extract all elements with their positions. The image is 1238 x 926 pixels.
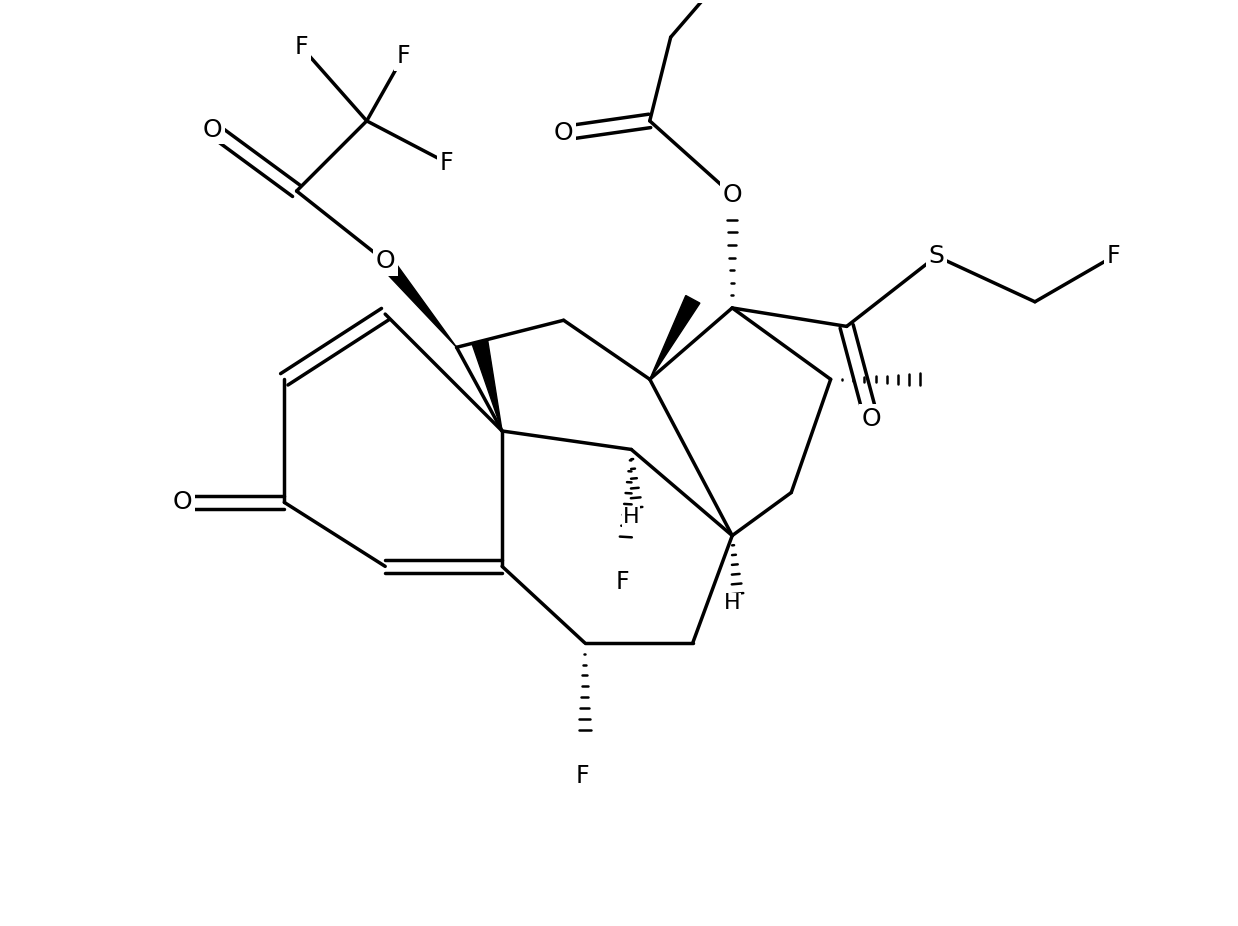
Polygon shape	[650, 295, 699, 380]
Text: F: F	[576, 764, 589, 787]
Text: O: O	[172, 491, 192, 514]
Text: F: F	[439, 151, 453, 175]
Text: S: S	[928, 244, 945, 269]
Text: O: O	[862, 407, 881, 431]
Text: F: F	[397, 44, 411, 68]
Polygon shape	[380, 257, 457, 347]
Text: F: F	[295, 35, 308, 59]
Polygon shape	[472, 341, 503, 431]
Text: O: O	[375, 249, 395, 273]
Text: F: F	[615, 570, 629, 594]
Text: H: H	[724, 594, 740, 613]
Text: H: H	[623, 507, 640, 527]
Text: O: O	[723, 182, 742, 206]
Text: F: F	[1107, 244, 1120, 269]
Text: O: O	[203, 118, 223, 142]
Text: O: O	[553, 121, 573, 145]
